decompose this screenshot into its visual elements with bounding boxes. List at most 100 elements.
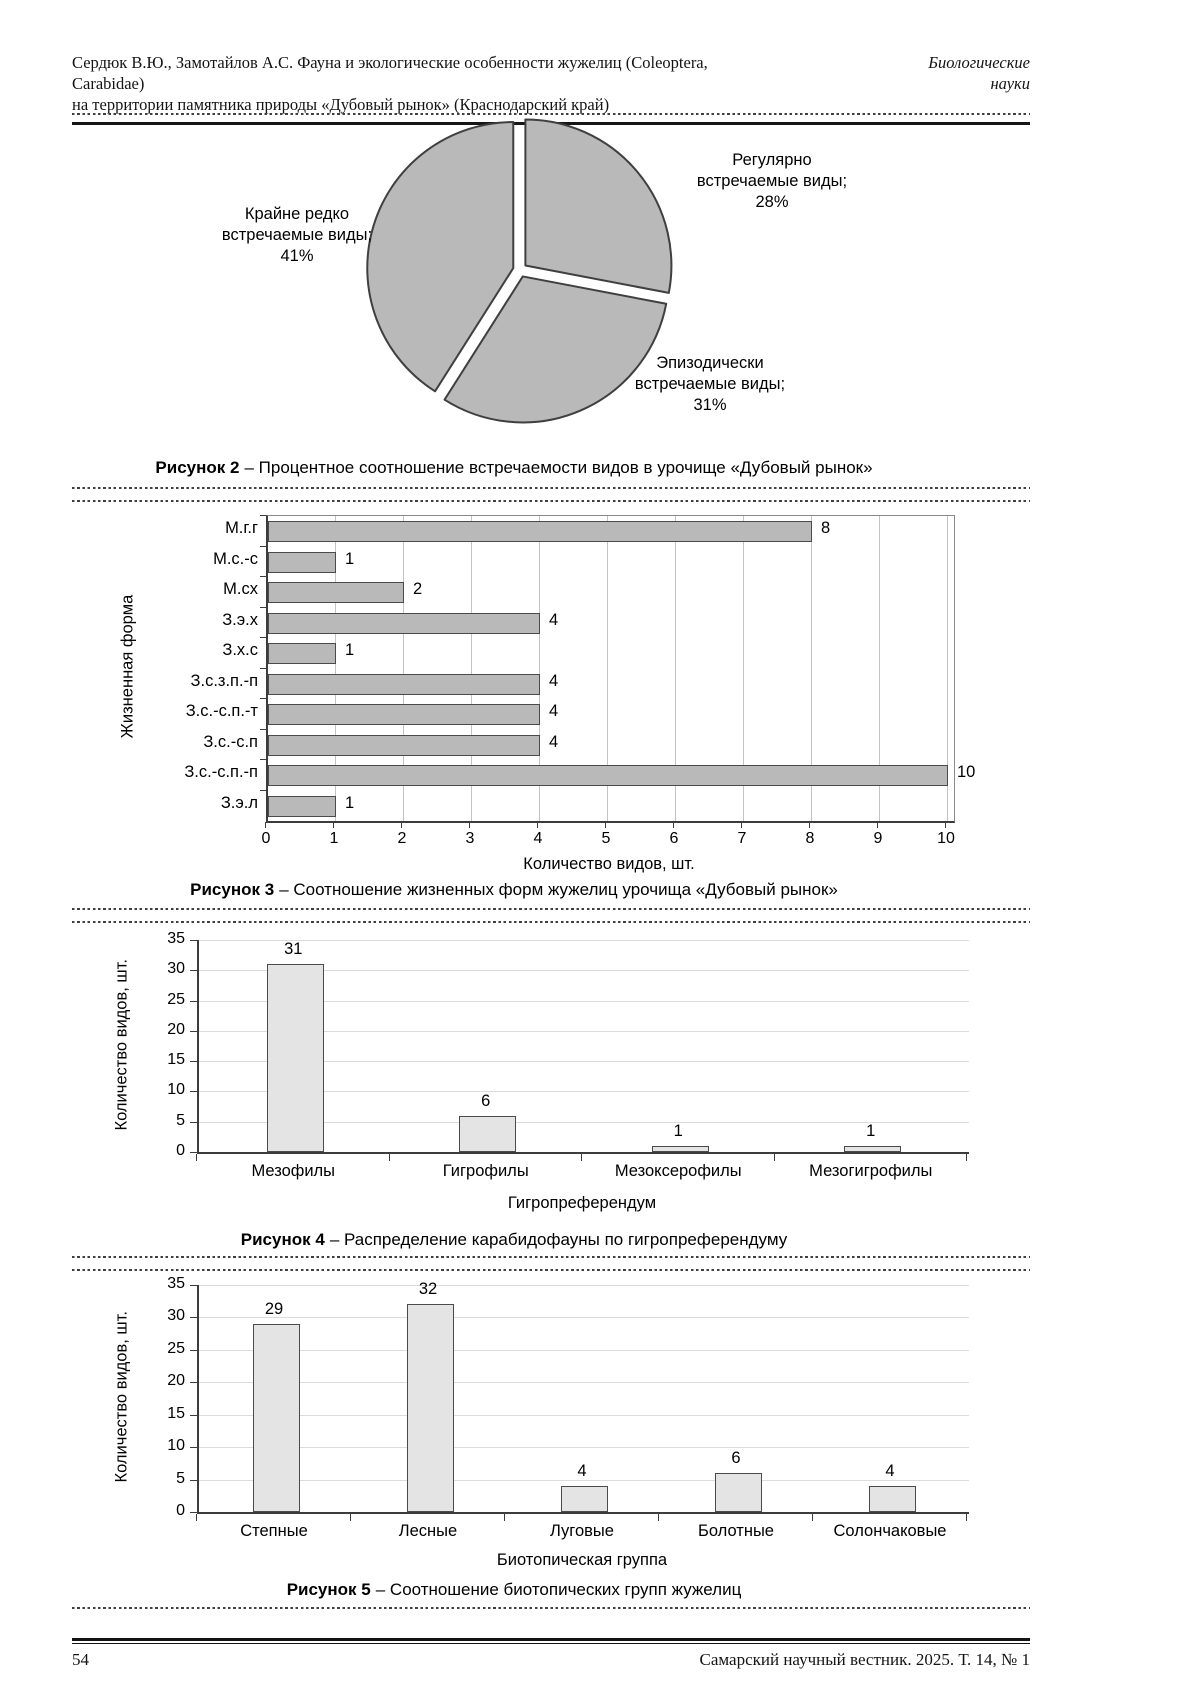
fig5-x-axis-label: Биотопическая группа xyxy=(496,1551,668,1569)
pie-label-line: встречаемые виды; xyxy=(696,172,848,190)
fig5-gridline xyxy=(199,1349,969,1351)
fig5-category-label: Степные xyxy=(240,1522,308,1540)
fig4-bar xyxy=(266,964,324,1152)
fig5-bar xyxy=(868,1486,916,1512)
fig4-y-tick-label: 30 xyxy=(167,960,185,978)
pie-label-rare: Крайне редко встречаемые виды; 41% xyxy=(192,204,402,267)
figure4-bar-chart: Количество видов, шт. Гигропреферендум 0… xyxy=(72,930,1030,1232)
fig3-bar xyxy=(268,765,948,786)
fig4-y-tick-label: 20 xyxy=(167,1020,185,1038)
fig3-category-label: З.э.х xyxy=(222,610,258,629)
fig4-gridline xyxy=(199,940,969,941)
fig4-y-axis-tick xyxy=(190,1152,197,1153)
page-footer: 54 Самарский научный вестник. 2025. Т. 1… xyxy=(72,1650,1030,1670)
fig4-x-axis-label: Гигропреферендум xyxy=(507,1194,657,1212)
fig5-y-axis-tick xyxy=(190,1349,197,1351)
fig5-y-axis-tick xyxy=(190,1285,197,1286)
fig5-y-axis-tick xyxy=(190,1512,197,1513)
page-number: 54 xyxy=(72,1650,89,1669)
fig4-category-label: Мезогигрофилы xyxy=(809,1162,933,1180)
fig3-category-label: М.сх xyxy=(223,580,258,598)
fig5-x-axis-tick xyxy=(504,1514,505,1521)
fig3-value-label: 10 xyxy=(957,763,976,781)
fig3-bar xyxy=(268,643,336,664)
fig3-gridline xyxy=(403,516,404,821)
pie-label-episodic: Эпизодически встречаемые виды; 31% xyxy=(615,353,805,416)
fig4-gridline xyxy=(199,1000,969,1002)
figure2-caption-text: – Процентное соотношение встречаемости в… xyxy=(244,458,873,477)
figure3-caption: Рисунок 3– Соотношение жизненных форм жу… xyxy=(72,880,956,900)
pie-label-line: встречаемые виды; xyxy=(221,226,373,244)
fig5-gridline xyxy=(199,1285,969,1286)
fig3-x-axis-tick xyxy=(605,822,606,828)
fig4-x-axis-tick xyxy=(388,1154,390,1161)
fig4-gridline xyxy=(199,970,969,972)
fig5-x-axis-tick xyxy=(658,1514,659,1521)
fig3-category-label: М.г.г xyxy=(225,519,258,537)
fig5-x-axis-tick xyxy=(812,1514,813,1521)
fig4-bar xyxy=(459,1115,517,1152)
fig4-x-axis-tick xyxy=(581,1154,582,1161)
figure3-caption-text: – Соотношение жизненных форм жужелиц уро… xyxy=(279,880,838,899)
fig4-x-axis-tick xyxy=(196,1154,197,1161)
footer-rule xyxy=(72,1638,1030,1644)
fig4-gridline xyxy=(199,1091,969,1093)
figure5-caption: Рисунок 5– Соотношение биотопических гру… xyxy=(72,1580,956,1600)
fig3-y-axis-tick xyxy=(260,515,266,516)
fig3-x-tick-label: 8 xyxy=(805,830,815,847)
fig3-category-label: З.с.-с.п.-п xyxy=(184,763,258,781)
journal-section: Биологические науки xyxy=(928,52,1030,94)
fig3-x-axis-tick xyxy=(265,822,266,828)
fig4-y-axis-label: Количество видов, шт. xyxy=(112,959,131,1131)
pie-label-line: Крайне редко xyxy=(244,205,350,223)
fig4-x-axis-tick xyxy=(966,1154,967,1161)
fig3-x-axis-tick xyxy=(401,822,402,828)
fig3-value-label: 4 xyxy=(549,671,559,690)
fig3-y-axis-tick xyxy=(260,576,266,577)
separator-line xyxy=(72,1607,1030,1609)
fig3-value-label: 1 xyxy=(345,549,355,568)
fig3-y-axis-tick xyxy=(260,789,266,791)
fig3-value-label: 4 xyxy=(549,732,559,751)
fig3-bar xyxy=(268,673,540,695)
fig3-gridline xyxy=(471,516,472,821)
fig3-value-label: 4 xyxy=(549,610,559,629)
fig5-y-tick-label: 30 xyxy=(167,1307,185,1325)
fig5-y-tick-label: 15 xyxy=(167,1404,185,1422)
journal-section-line1: Биологические xyxy=(928,53,1030,72)
fig3-x-tick-label: 4 xyxy=(533,830,543,847)
fig4-gridline xyxy=(199,1030,969,1032)
fig3-gridline xyxy=(539,516,540,821)
fig3-y-axis-tick xyxy=(260,637,266,638)
figure5-caption-label: Рисунок 5 xyxy=(286,1580,371,1599)
fig3-x-axis-label: Количество видов, шт. xyxy=(523,855,695,873)
fig3-x-tick-label: 6 xyxy=(669,830,679,847)
fig3-x-axis-tick xyxy=(945,822,946,828)
fig3-y-axis-tick xyxy=(260,698,266,699)
fig3-gridline xyxy=(879,516,880,821)
fig5-plot-area xyxy=(197,1285,969,1514)
fig4-y-axis-tick xyxy=(190,1091,197,1093)
fig5-y-tick-label: 5 xyxy=(176,1469,185,1487)
fig4-y-tick-label: 35 xyxy=(167,930,185,947)
fig5-y-axis-tick xyxy=(190,1382,197,1384)
fig5-value-label: 29 xyxy=(264,1299,284,1318)
fig3-bar xyxy=(268,551,336,573)
fig5-gridline xyxy=(199,1382,969,1384)
fig3-x-tick-label: 1 xyxy=(329,830,339,847)
fig3-x-axis-tick xyxy=(741,822,742,828)
fig4-y-axis-tick xyxy=(190,940,197,941)
fig5-value-label: 6 xyxy=(731,1449,741,1468)
fig5-category-label: Лесные xyxy=(398,1522,458,1540)
fig3-bar xyxy=(268,704,540,725)
separator-line xyxy=(72,908,1030,910)
fig5-x-axis-tick xyxy=(966,1514,967,1521)
fig3-gridline xyxy=(947,516,948,821)
fig3-value-label: 4 xyxy=(549,702,559,720)
fig3-y-axis-tick xyxy=(260,545,266,547)
fig3-value-label: 2 xyxy=(413,580,423,598)
pie-label-value: 31% xyxy=(693,396,727,414)
figure2-pie-chart: Регулярно встречаемые виды; 28% Крайне р… xyxy=(72,112,1030,457)
fig3-category-label: З.х.с xyxy=(222,641,258,659)
